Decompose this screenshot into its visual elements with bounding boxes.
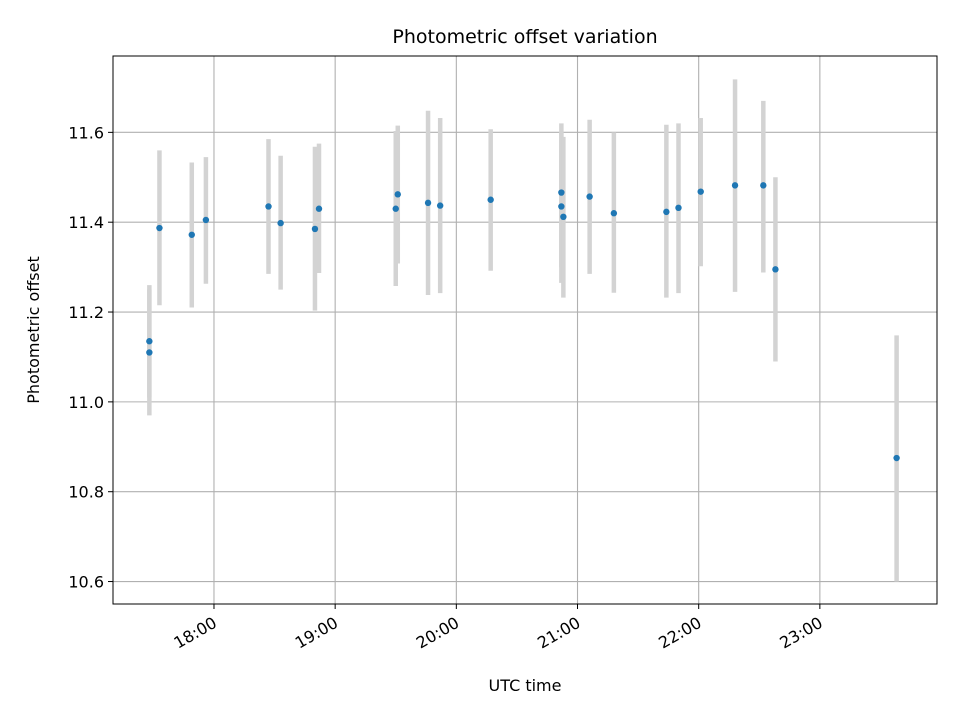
data-point (394, 191, 401, 198)
grid (113, 56, 937, 604)
data-point (772, 266, 779, 273)
data-point (315, 205, 323, 212)
data-point (424, 199, 432, 207)
data-point (586, 193, 593, 200)
data-point (675, 204, 682, 212)
y-axis-ticks: 10.6 10.8 11.0 11.2 11.4 11.6 (68, 123, 113, 592)
data-point (277, 219, 284, 227)
data-point (760, 182, 767, 189)
data-points (146, 182, 900, 462)
data-point (560, 213, 567, 221)
data-point (436, 202, 444, 209)
data-point (893, 454, 900, 462)
data-point (487, 196, 494, 203)
data-point (311, 225, 319, 233)
y-tick-label: 10.8 (68, 483, 104, 502)
data-point (202, 216, 210, 224)
y-axis-label: Photometric offset (24, 256, 43, 404)
data-point (731, 182, 739, 189)
y-tick-label: 11.6 (68, 123, 104, 142)
data-point (392, 205, 399, 212)
data-point (156, 224, 163, 232)
data-point (558, 189, 565, 196)
y-tick-label: 11.4 (68, 213, 104, 232)
x-axis-label: UTC time (489, 676, 562, 695)
data-point (188, 231, 195, 238)
data-point (265, 203, 272, 210)
data-point (663, 208, 670, 216)
chart-title: Photometric offset variation (392, 26, 657, 48)
y-tick-label: 10.6 (68, 573, 104, 592)
data-point (146, 338, 153, 345)
y-tick-label: 11.0 (68, 393, 104, 412)
data-point (610, 210, 618, 217)
y-tick-label: 11.2 (68, 303, 104, 322)
data-point (146, 349, 153, 356)
data-point (697, 188, 704, 195)
data-point (558, 203, 565, 210)
plot-frame (112, 55, 938, 605)
